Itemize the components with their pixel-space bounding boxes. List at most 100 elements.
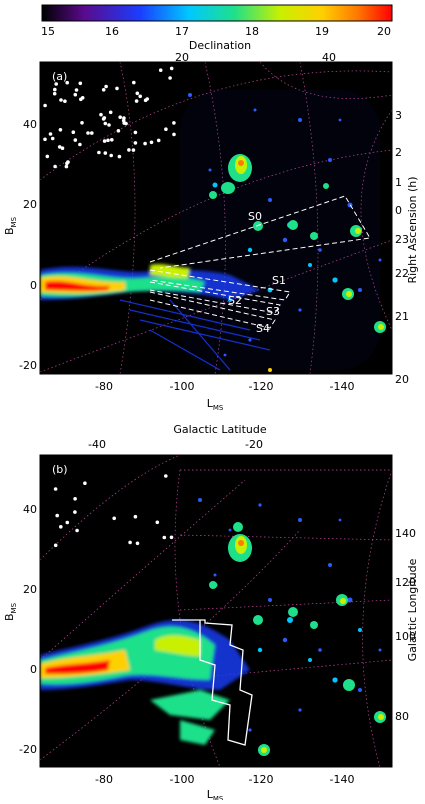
panel-b-right-tick-140: 140	[395, 527, 416, 540]
panel-a-right-ticks: 3 2 1 0 23 22 21 20	[395, 109, 409, 386]
star-marker	[57, 145, 62, 149]
star-marker	[55, 513, 59, 518]
panel-a-left-tick-0: 0	[30, 279, 37, 292]
star-marker	[131, 426, 135, 430]
panel-a-label: (a)	[52, 70, 67, 83]
panel-b-frame	[39, 454, 393, 768]
star-marker	[54, 82, 58, 86]
star-marker	[101, 117, 106, 121]
star-marker	[65, 161, 69, 166]
star-marker	[71, 130, 76, 134]
stream-label-s1: S1	[272, 274, 286, 287]
star-marker	[107, 123, 111, 127]
colorbar	[41, 4, 393, 22]
panel-b-top-axis-title: Galactic Latitude	[173, 423, 267, 436]
star-marker	[143, 98, 148, 103]
star-marker	[127, 148, 131, 152]
star-marker	[112, 516, 116, 521]
panel-b-top-tick-minus40: -40	[88, 438, 106, 451]
star-marker	[115, 392, 119, 396]
star-marker	[73, 138, 78, 142]
panel-b-left-tick-0: 0	[30, 663, 37, 676]
panel-b-right-tick-100: 100	[395, 630, 416, 643]
panel-a-right-tick-23: 23	[395, 233, 409, 246]
stream-label-s0: S0	[248, 210, 262, 223]
star-marker	[79, 97, 83, 102]
star-marker	[117, 154, 122, 159]
star-marker	[53, 164, 57, 169]
star-marker	[97, 150, 101, 155]
star-marker	[78, 81, 83, 86]
panel-a-bottom-axis-title: LMS	[207, 397, 224, 412]
panel-a-left-tick-20: 20	[23, 198, 37, 211]
panel-b-bottom-tick-minus140: -140	[330, 773, 355, 786]
panel-a-frame	[39, 61, 393, 375]
colorbar-tick-label: 16	[105, 25, 119, 38]
star-marker	[172, 132, 176, 137]
panel-a-bottom-tick-minus80: -80	[95, 380, 113, 393]
star-marker	[124, 121, 128, 126]
stream-label-s3: S3	[266, 305, 280, 318]
star-marker	[149, 140, 154, 145]
star-marker	[156, 138, 161, 143]
star-marker	[50, 136, 55, 141]
star-marker	[86, 131, 90, 135]
panel-a-grid	[40, 62, 392, 374]
star-marker	[122, 116, 126, 120]
star-marker	[108, 110, 113, 115]
star-marker	[53, 87, 57, 92]
panel-a-bottom-tick-minus100: -100	[170, 380, 195, 393]
panel-b-left-tick-20: 20	[23, 583, 37, 596]
star-marker	[133, 141, 138, 145]
star-marker	[73, 510, 77, 514]
star-marker	[86, 411, 90, 415]
panel-a-top-tick-20: 20	[175, 51, 189, 64]
star-marker	[172, 121, 176, 125]
panel-b-emission	[40, 498, 386, 756]
panel-a-left-tick-minus20: -20	[19, 359, 37, 372]
panel-b-right-tick-80: 80	[395, 710, 409, 723]
star-marker	[133, 514, 138, 519]
star-marker	[59, 98, 63, 102]
panel-a-right-tick-3: 3	[395, 109, 402, 122]
colorbar-tick-label: 15	[41, 25, 55, 38]
star-marker	[52, 91, 57, 96]
panel-a-bottom-tick-minus120: -120	[249, 380, 274, 393]
star-marker	[169, 66, 174, 71]
star-marker	[131, 148, 136, 152]
star-marker	[64, 164, 69, 169]
star-marker	[168, 76, 172, 80]
star-marker	[94, 413, 98, 417]
panel-b-survey-boundary	[172, 619, 253, 746]
star-marker	[143, 141, 147, 146]
star-marker	[65, 80, 69, 85]
panel-a-top-axis-title: Declination	[189, 39, 251, 52]
panel-b-bottom-tick-minus120: -120	[249, 773, 274, 786]
panel-b-left-tick-minus20: -20	[19, 743, 37, 756]
panel-b-left-axis-title: BMS	[3, 602, 18, 621]
panel-a-bottom-tick-minus140: -140	[330, 380, 355, 393]
colorbar-ticks: 15 16 17 18 19 20	[41, 25, 391, 38]
star-marker	[73, 497, 77, 501]
star-marker	[89, 386, 93, 390]
star-marker	[133, 130, 138, 135]
star-marker	[53, 487, 58, 491]
panel-a-right-axis-title: Right Ascension (h)	[406, 176, 419, 283]
star-marker	[45, 154, 50, 159]
star-marker	[169, 535, 174, 540]
star-marker	[43, 103, 47, 108]
panel-a-right-tick-0: 0	[395, 204, 402, 217]
star-marker	[63, 99, 67, 103]
star-marker	[78, 142, 82, 147]
panel-a-left-axis-title: BMS	[3, 216, 18, 235]
star-marker	[102, 139, 107, 143]
stream-label-s2: S2	[228, 294, 242, 307]
star-marker	[73, 92, 78, 97]
star-marker	[134, 99, 139, 103]
star-marker	[164, 474, 168, 478]
star-marker	[74, 88, 79, 92]
star-marker	[53, 543, 58, 548]
panel-a-right-tick-21: 21	[395, 310, 409, 323]
star-marker	[138, 94, 142, 99]
